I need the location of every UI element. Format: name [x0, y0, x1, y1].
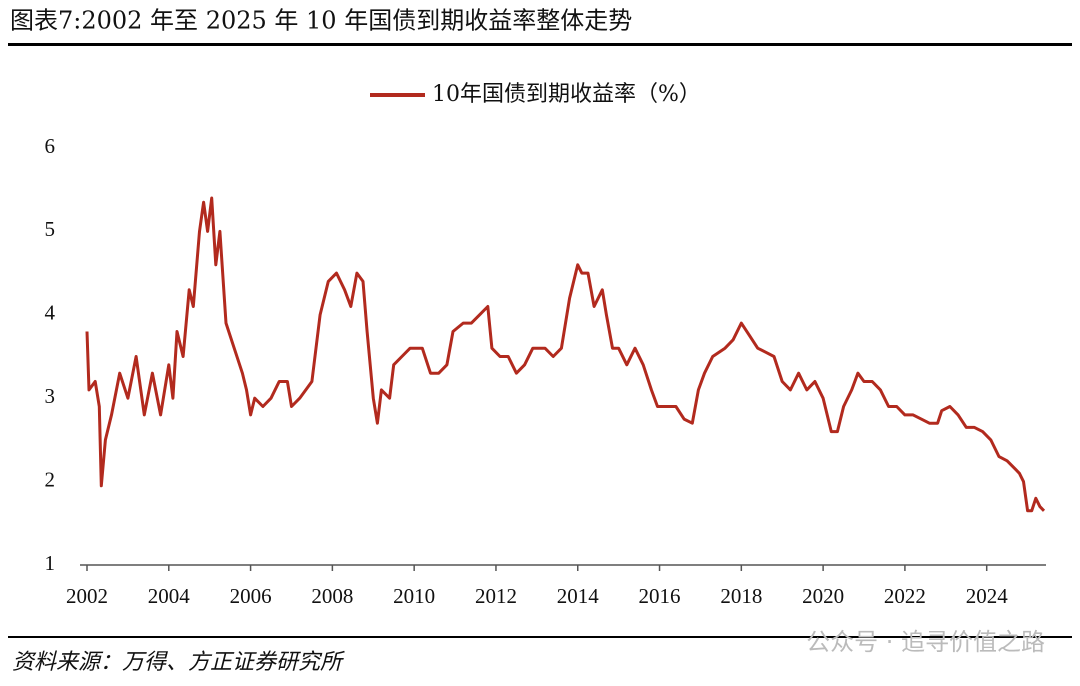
legend-label: 10年国债到期收益率（%）: [432, 82, 701, 107]
x-tick-label: 2008: [311, 584, 353, 608]
y-tick-label: 3: [45, 384, 56, 408]
x-tick-label: 2014: [557, 584, 600, 608]
chart-title: 图表7:2002 年至 2025 年 10 年国债到期收益率整体走势: [10, 7, 632, 35]
watermark: 公众号 · 追寻价值之路: [806, 628, 1045, 656]
x-tick-label: 2002: [66, 584, 108, 608]
y-tick-label: 6: [45, 134, 56, 158]
series-line: [85, 196, 1046, 513]
x-tick-label: 2018: [720, 584, 762, 608]
y-tick-label: 4: [45, 301, 56, 325]
source: 资料来源：万得、方正证券研究所: [12, 650, 345, 675]
x-tick-label: 2020: [802, 584, 844, 608]
x-tick-label: 2024: [966, 584, 1009, 608]
source-rule: [8, 636, 1072, 638]
x-tick-label: 2016: [639, 584, 681, 608]
x-tick-label: 2010: [393, 584, 435, 608]
x-tick-label: 2012: [475, 584, 517, 608]
x-tick-label: 2006: [230, 584, 272, 608]
x-tick-label: 2022: [884, 584, 926, 608]
title-rule: [8, 43, 1072, 46]
y-tick-label: 5: [45, 217, 56, 241]
x-tick-label: 2004: [148, 584, 191, 608]
y-tick-label: 1: [45, 551, 56, 575]
y-tick-label: 2: [45, 467, 56, 491]
